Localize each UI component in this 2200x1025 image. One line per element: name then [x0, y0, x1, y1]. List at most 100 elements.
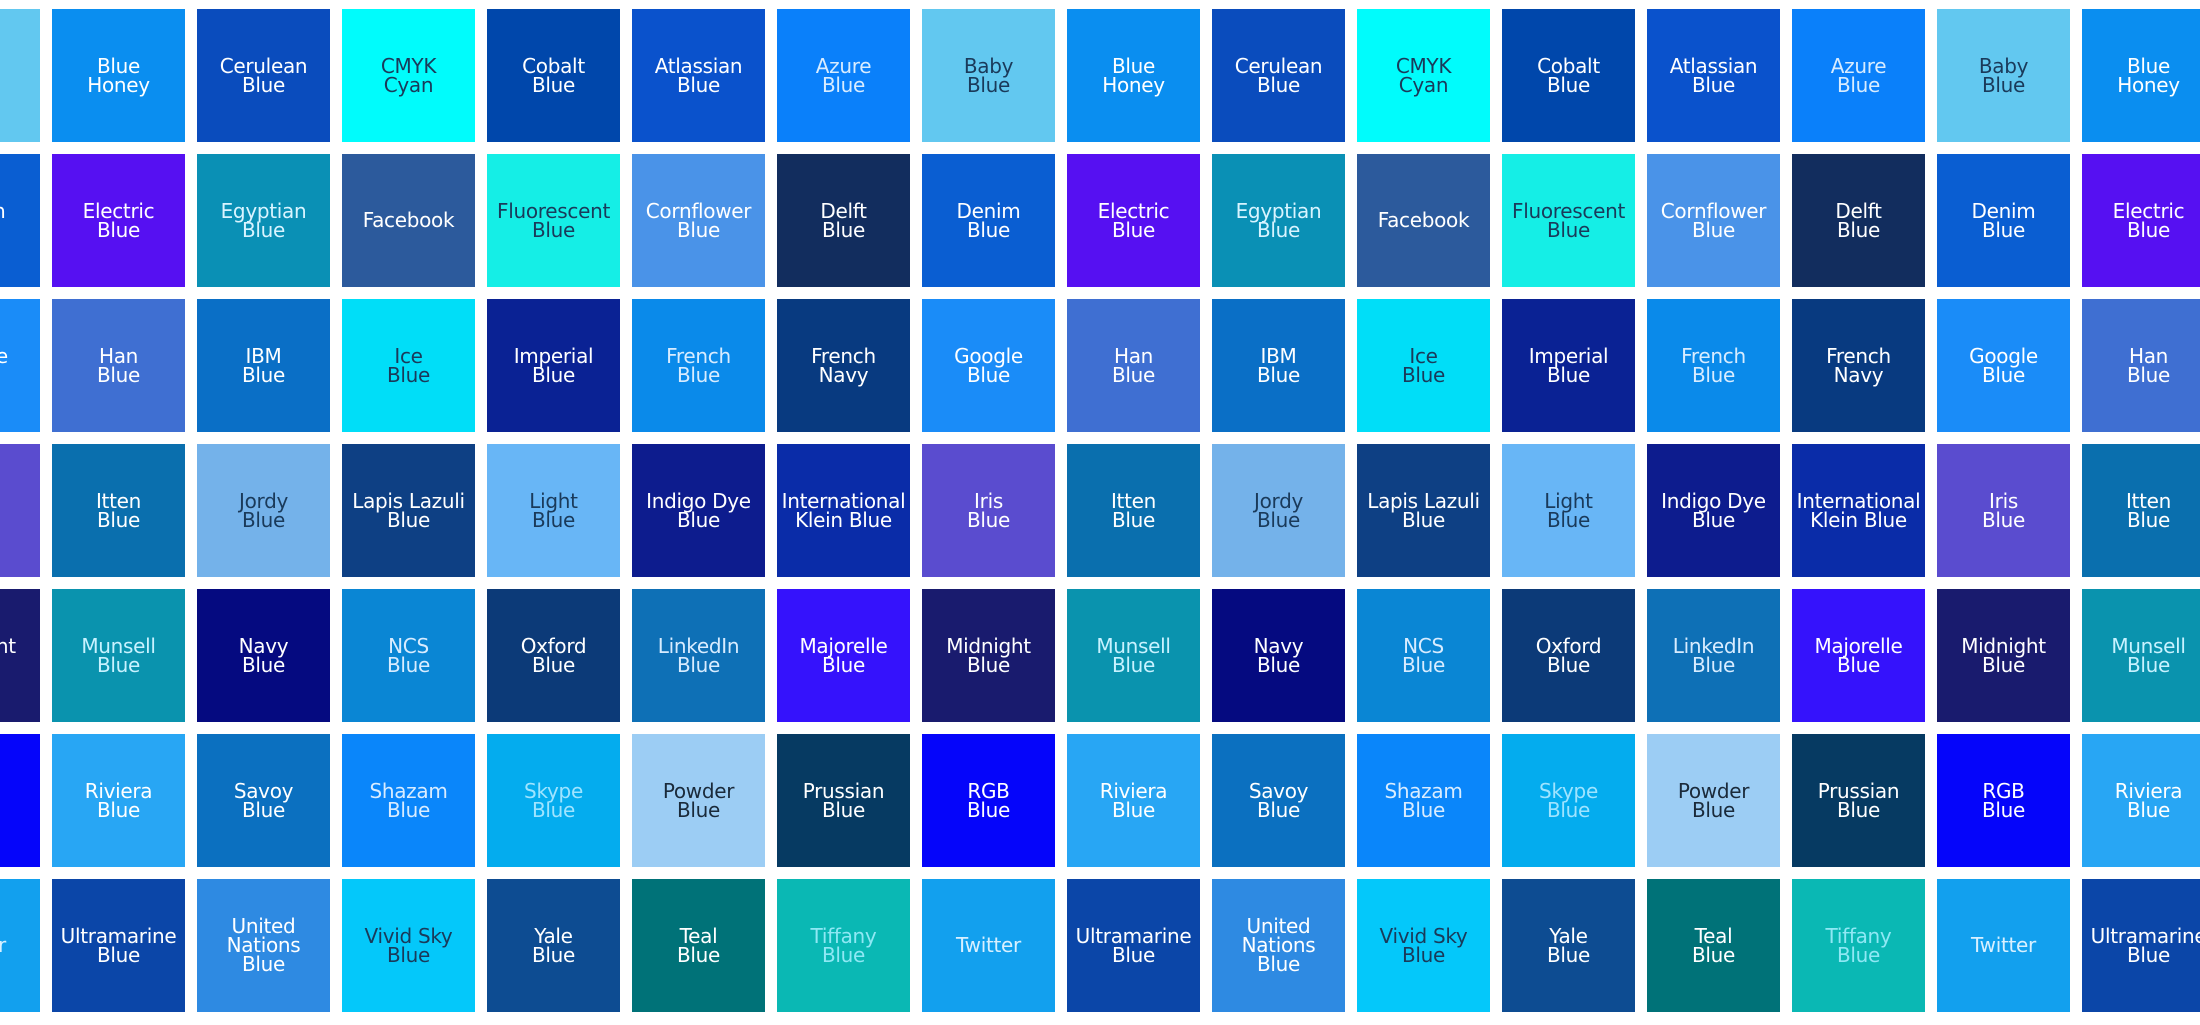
- swatch-label: CMYK: [1395, 53, 1452, 78]
- swatch-label: Prussian: [802, 778, 885, 803]
- swatch-label: Midnight: [0, 633, 16, 658]
- swatch-label: Powder: [1677, 778, 1750, 803]
- swatch-label: Riviera: [1099, 778, 1168, 803]
- color-swatch: Blue Honey: [2082, 9, 2200, 142]
- swatch-label: Blue: [966, 507, 1011, 532]
- swatch-label: Blue: [1111, 53, 1156, 78]
- swatch-label: International: [1796, 488, 1921, 513]
- swatch-label: Blue: [1546, 652, 1591, 677]
- swatch-label: Navy: [238, 633, 289, 658]
- swatch-label: Teal: [679, 923, 718, 948]
- color-swatch: LinkedIn Blue: [632, 589, 765, 722]
- swatch-label: Blue: [676, 797, 721, 822]
- color-swatch: Jordy Blue: [1212, 444, 1345, 577]
- swatch-label: Baby: [963, 53, 1014, 78]
- color-swatch: Twitter: [922, 879, 1055, 1012]
- swatch-label: French: [1826, 343, 1891, 368]
- swatch-label: Jordy: [238, 488, 289, 513]
- swatch-label: Blue: [1256, 72, 1301, 97]
- swatch-label: Cornflower: [645, 198, 752, 223]
- swatch-label: Cornflower: [1660, 198, 1767, 223]
- swatch-label: Baby: [1978, 53, 2029, 78]
- color-swatch: Facebook: [1357, 154, 1490, 287]
- swatch-label: Blue: [96, 362, 141, 387]
- swatch-label: Ultramarine: [1075, 923, 1192, 948]
- color-swatch: IBM Blue: [197, 299, 330, 432]
- swatch-label: Blue: [1691, 942, 1736, 967]
- swatch-label: Light: [529, 488, 578, 513]
- swatch-label: Egyptian: [1235, 198, 1322, 223]
- color-swatch: Atlassian Blue: [632, 9, 765, 142]
- swatch-label: Blue: [1256, 217, 1301, 242]
- swatch-label: Delft: [1835, 198, 1882, 223]
- swatch-label: Munsell: [2111, 633, 2186, 658]
- color-swatch: NCS Blue: [342, 589, 475, 722]
- swatch-label: Blue: [676, 362, 721, 387]
- color-swatch: Skype Blue: [1502, 734, 1635, 867]
- swatch-label: Honey: [2117, 72, 2180, 97]
- swatch-label: Blue: [386, 652, 431, 677]
- color-swatch: Itten Blue: [52, 444, 185, 577]
- color-swatch: United Nations Blue: [1212, 879, 1345, 1012]
- swatch-label: Facebook: [362, 208, 455, 232]
- swatch-label: Blue: [1401, 507, 1446, 532]
- color-swatch: United Nations Blue: [197, 879, 330, 1012]
- swatch-label: Azure: [815, 53, 872, 78]
- color-swatch: Tiffany Blue: [1792, 879, 1925, 1012]
- swatch-label: Blue: [241, 797, 286, 822]
- swatch-label: Blue: [241, 72, 286, 97]
- swatch-label: Majorelle: [1814, 633, 1903, 658]
- swatch-label: Riviera: [84, 778, 153, 803]
- swatch-label: Electric: [82, 198, 155, 223]
- color-swatch: Ultramarine Blue: [52, 879, 185, 1012]
- swatch-label: Powder: [662, 778, 735, 803]
- color-swatch: Lapis Lazuli Blue: [1357, 444, 1490, 577]
- swatch-label: Blue: [1401, 652, 1446, 677]
- swatch-label: Blue: [1111, 942, 1156, 967]
- color-swatch: Azure Blue: [1792, 9, 1925, 142]
- swatch-label: NCS: [1403, 633, 1444, 658]
- swatch-label: Blue: [531, 797, 576, 822]
- swatch-label: Blue: [1981, 507, 2026, 532]
- swatch-label: CMYK: [380, 53, 437, 78]
- swatch-label: Blue: [531, 362, 576, 387]
- swatch-label: Oxford: [1535, 633, 1602, 658]
- swatch-label: Blue: [1836, 72, 1881, 97]
- swatch-label: Azure: [1830, 53, 1887, 78]
- color-swatch: Riviera Blue: [2082, 734, 2200, 867]
- swatch-label: Blue: [1691, 652, 1736, 677]
- swatch-label: Blue: [96, 217, 141, 242]
- color-swatch: Indigo Dye Blue: [1647, 444, 1780, 577]
- color-swatch: Vivid Sky Blue: [342, 879, 475, 1012]
- swatch-label: Shazam: [1384, 778, 1463, 803]
- color-swatch: Cerulean Blue: [197, 9, 330, 142]
- swatch-label: Indigo Dye: [646, 488, 751, 513]
- swatch-label: French: [1681, 343, 1746, 368]
- swatch-label: Yale: [534, 923, 573, 948]
- color-swatch: Twitter: [0, 879, 40, 1012]
- swatch-label: Blue: [821, 652, 866, 677]
- swatch-label: Twitter: [1971, 933, 2036, 957]
- swatch-label: Blue: [1836, 217, 1881, 242]
- swatch-label: Blue: [1401, 942, 1446, 967]
- swatch-label: Blue: [966, 362, 1011, 387]
- color-swatch: French Blue: [632, 299, 765, 432]
- swatch-label: Atlassian: [1669, 53, 1758, 78]
- color-swatch: Skype Blue: [487, 734, 620, 867]
- swatch-label: LinkedIn: [1672, 633, 1755, 658]
- color-swatch: Munsell Blue: [1067, 589, 1200, 722]
- swatch-label: Cerulean: [1234, 53, 1323, 78]
- color-swatch: Navy Blue: [197, 589, 330, 722]
- swatch-label: Blue: [1401, 362, 1446, 387]
- color-swatch: Imperial Blue: [1502, 299, 1635, 432]
- swatch-label: Blue: [1256, 362, 1301, 387]
- swatch-label: Munsell: [81, 633, 156, 658]
- color-swatch: International Klein Blue: [1792, 444, 1925, 577]
